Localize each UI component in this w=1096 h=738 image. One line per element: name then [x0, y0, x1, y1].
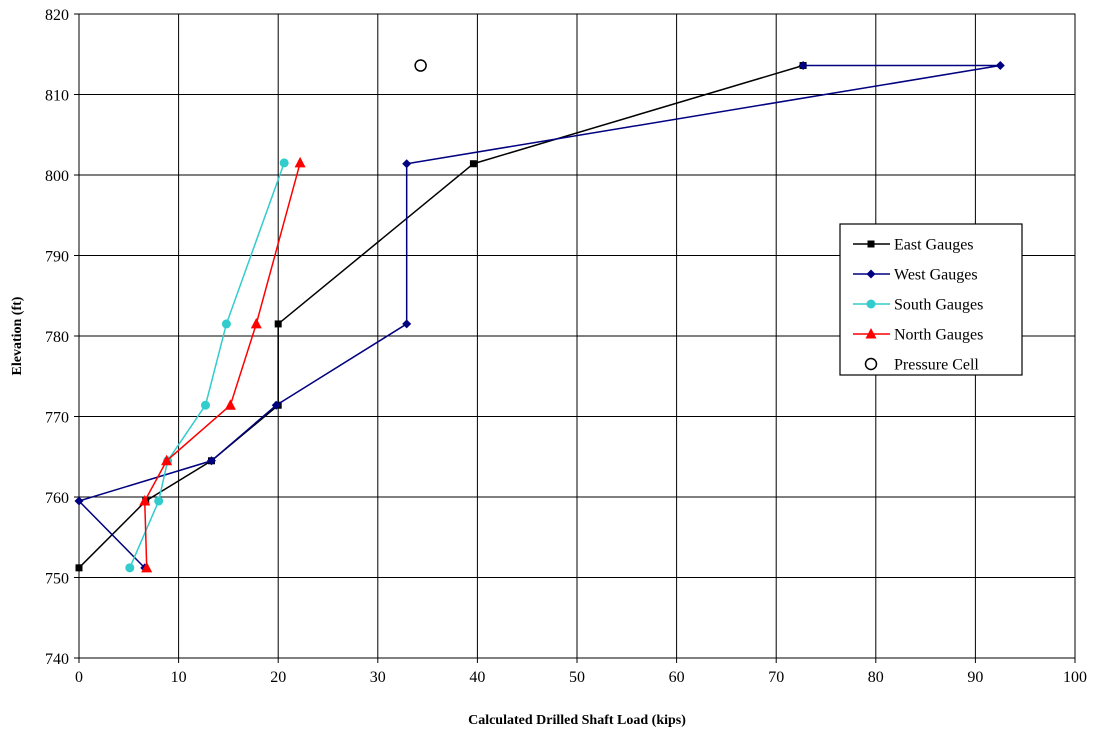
- y-tick-label: 820: [45, 7, 69, 24]
- series-line-east-gauges: [78, 64, 804, 569]
- x-tick-label: 80: [868, 669, 884, 686]
- data-point-west-gauges: [402, 319, 412, 329]
- x-tick-label: 50: [569, 669, 585, 686]
- data-point-south-gauges: [279, 158, 289, 168]
- y-axis: 740 750 760 770 780 790 800 810 820: [45, 7, 79, 668]
- legend-marker: [865, 328, 877, 339]
- series-east-gauges: [75, 62, 807, 572]
- data-point-east-gauges: [274, 320, 282, 328]
- legend-marker: [866, 269, 876, 279]
- data-point-north-gauges: [294, 156, 306, 168]
- data-point-west-gauges: [995, 61, 1005, 71]
- x-tick-label: 70: [768, 669, 784, 686]
- data-point-north-gauges: [224, 399, 236, 410]
- y-tick-label: 740: [45, 651, 69, 668]
- y-tick-label: 800: [45, 168, 69, 185]
- x-axis-title: Calculated Drilled Shaft Load (kips): [468, 713, 686, 728]
- y-tick-label: 770: [45, 410, 69, 427]
- data-point-west-gauges: [271, 400, 281, 410]
- series-line-north-gauges: [143, 162, 301, 568]
- x-tick-label: 0: [75, 669, 83, 686]
- legend-item-north-gauges: North Gauges: [853, 327, 983, 344]
- data-point-south-gauges: [221, 319, 231, 329]
- series-south-gauges: [125, 158, 289, 573]
- data-point-east-gauges: [75, 564, 83, 572]
- x-tick-label: 60: [669, 669, 685, 686]
- x-tick-label: 40: [469, 669, 485, 686]
- data-point-north-gauges: [250, 317, 262, 329]
- legend-item-pressure-cell: Pressure Cell: [864, 357, 979, 374]
- x-tick-label: 90: [967, 669, 983, 686]
- data-point-north-gauges: [139, 495, 151, 506]
- y-tick-label: 810: [45, 88, 69, 105]
- data-point-west-gauges: [206, 456, 216, 466]
- y-tick-label: 750: [45, 571, 69, 588]
- x-tick-label: 100: [1063, 669, 1087, 686]
- y-axis-title: Elevation (ft): [10, 296, 25, 375]
- legend-label: East Gauges: [894, 237, 974, 254]
- legend-label: Pressure Cell: [894, 357, 979, 374]
- legend-label: South Gauges: [894, 297, 983, 314]
- x-tick-label: 10: [171, 669, 187, 686]
- legend-marker: [867, 240, 875, 248]
- y-tick-label: 790: [45, 249, 69, 266]
- data-point-east-gauges: [469, 160, 477, 168]
- data-point-south-gauges: [125, 563, 135, 573]
- data-point-pressure-cell: [414, 59, 427, 72]
- x-tick-label: 20: [270, 669, 286, 686]
- data-point-south-gauges: [200, 400, 210, 410]
- legend-item-east-gauges: East Gauges: [853, 237, 974, 254]
- data-point-north-gauges: [161, 454, 173, 466]
- series-group: [74, 59, 1005, 573]
- data-point-west-gauges: [798, 61, 808, 71]
- data-point-north-gauges: [141, 561, 153, 573]
- legend-item-west-gauges: West Gauges: [853, 267, 978, 284]
- legend-item-south-gauges: South Gauges: [853, 297, 983, 314]
- x-tick-label: 30: [370, 669, 386, 686]
- y-tick-label: 760: [45, 490, 69, 507]
- series-north-gauges: [139, 156, 306, 573]
- data-point-west-gauges: [402, 159, 412, 169]
- series-pressure-cell: [414, 59, 427, 72]
- legend-box: [839, 223, 1023, 376]
- legend-label: West Gauges: [894, 267, 978, 284]
- legend-label: North Gauges: [894, 327, 983, 344]
- series-line-south-gauges: [129, 162, 285, 569]
- legend: East Gauges West Gauges South Gauges North …: [839, 223, 1023, 376]
- x-axis: 0 10 20 30 40 50 60 70 80 90 100: [75, 658, 1087, 686]
- y-tick-label: 780: [45, 329, 69, 346]
- legend-marker: [866, 299, 876, 309]
- data-point-south-gauges: [154, 496, 164, 506]
- series-line-west-gauges: [77, 64, 1001, 569]
- data-point-west-gauges: [74, 496, 84, 506]
- legend-marker: [864, 357, 878, 371]
